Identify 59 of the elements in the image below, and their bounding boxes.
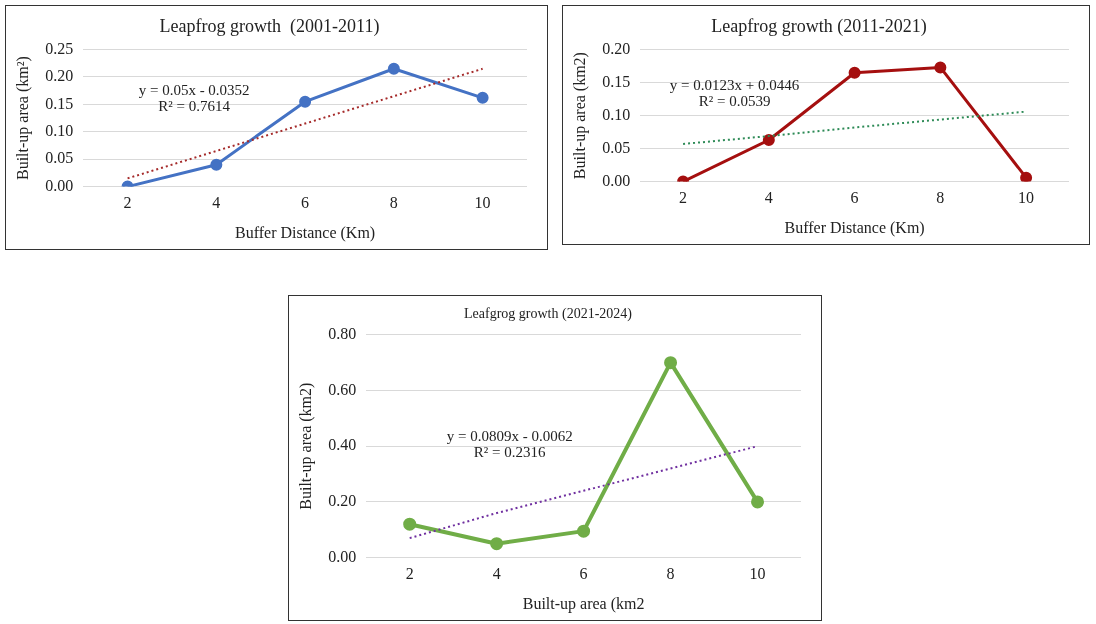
x-tick-label: 8 xyxy=(389,194,398,212)
point xyxy=(299,95,312,108)
x-tick-label: 8 xyxy=(666,565,675,583)
y-tick-label: 0.80 xyxy=(328,325,357,342)
y-tick-label: 0.10 xyxy=(602,105,631,123)
point xyxy=(490,537,504,551)
annotation: y = 0.05x - 0.0352 xyxy=(138,81,250,98)
point xyxy=(1020,171,1033,182)
y-tick-label: 0.60 xyxy=(328,380,357,398)
x-tick-label: 2 xyxy=(405,565,414,583)
annotation: R² = 0.0539 xyxy=(698,93,771,110)
x-tick-label: 6 xyxy=(579,565,588,583)
annotation: y = 0.0809x - 0.0062 xyxy=(446,428,573,445)
y-tick-label: 0.20 xyxy=(602,39,631,57)
y-axis-title: Built-up area (km2) xyxy=(296,382,315,510)
y-tick-label: 0.00 xyxy=(602,171,631,189)
x-axis-title: Built-up area (km2 xyxy=(522,594,645,613)
annotation: R² = 0.2316 xyxy=(473,444,547,461)
point xyxy=(387,62,400,75)
y-tick-label: 0.10 xyxy=(45,122,74,139)
x-tick-label: 4 xyxy=(764,189,773,207)
y-tick-label: 0.20 xyxy=(328,492,357,510)
y-tick-label: 0.40 xyxy=(328,436,357,454)
x-axis-title: Buffer Distance (Km) xyxy=(235,223,376,242)
y-tick-label: 0.15 xyxy=(45,94,74,112)
annotation: R² = 0.7614 xyxy=(158,97,231,114)
chart-title: Leapfrog growth (2011-2021) xyxy=(711,15,927,37)
point xyxy=(403,517,417,531)
y-tick-label: 0.15 xyxy=(602,72,631,90)
point xyxy=(664,356,678,370)
point xyxy=(476,91,489,104)
x-tick-label: 6 xyxy=(850,189,859,207)
y-axis-title: Built-up area (km²) xyxy=(13,56,32,181)
x-tick-label: 4 xyxy=(212,194,221,212)
point xyxy=(848,66,861,79)
x-tick-label: 8 xyxy=(936,189,945,207)
point xyxy=(934,61,947,74)
y-tick-label: 0.00 xyxy=(328,547,357,565)
y-tick-label: 0.25 xyxy=(45,39,74,57)
annotation: y = 0.0123x + 0.0446 xyxy=(669,77,800,94)
x-tick-label: 4 xyxy=(492,565,501,583)
chart-title: Leafgrog growth (2021-2024) xyxy=(464,306,633,323)
point xyxy=(577,524,591,538)
chart-title: Leapfrog growth (2001-2011) xyxy=(159,15,380,37)
y-tick-label: 0.05 xyxy=(602,138,631,156)
x-tick-label: 10 xyxy=(749,565,766,583)
x-axis-title: Buffer Distance (Km) xyxy=(784,218,925,237)
point xyxy=(210,158,223,171)
x-tick-label: 2 xyxy=(123,194,132,212)
x-tick-label: 10 xyxy=(474,194,491,212)
point xyxy=(751,495,765,509)
x-tick-label: 10 xyxy=(1018,189,1035,207)
y-tick-label: 0.20 xyxy=(45,67,74,85)
point xyxy=(762,134,775,147)
y-tick-label: 0.05 xyxy=(45,149,74,167)
y-axis-title: Built-up area (km2) xyxy=(570,52,589,180)
x-tick-label: 6 xyxy=(301,194,310,212)
x-tick-label: 2 xyxy=(679,189,688,207)
y-tick-label: 0.00 xyxy=(45,176,74,194)
